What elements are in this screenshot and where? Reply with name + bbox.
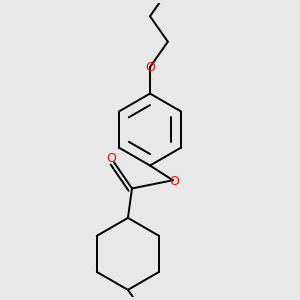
Text: O: O <box>106 152 116 165</box>
Text: O: O <box>169 175 179 188</box>
Text: O: O <box>145 61 155 74</box>
